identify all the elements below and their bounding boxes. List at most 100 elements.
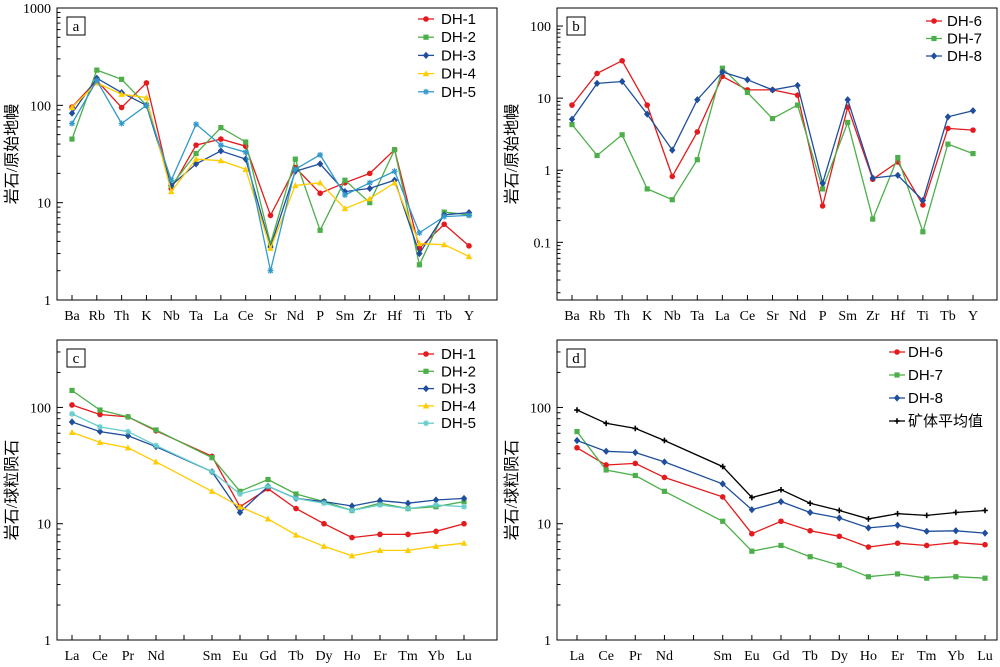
legend: DH-1DH-2DH-3DH-4DH-5 (418, 11, 476, 101)
x-tick-label: Tb (802, 649, 818, 664)
x-tick-label: Pr (629, 649, 642, 664)
legend-marker (930, 52, 938, 60)
legend-marker (423, 88, 429, 95)
data-point (749, 494, 755, 501)
data-point (603, 467, 609, 473)
legend-label: DH-4 (441, 66, 476, 83)
series-line (571, 59, 974, 207)
data-point (466, 212, 472, 219)
data-point (719, 68, 726, 76)
data-point (321, 520, 327, 527)
data-point (316, 179, 324, 186)
x-tick-label: Eu (744, 649, 760, 664)
data-point (377, 531, 383, 538)
data-point (669, 197, 675, 203)
data-point (894, 510, 901, 517)
x-tick-label: Ce (740, 309, 756, 324)
data-point (694, 96, 701, 104)
panel-c: 1 10 100 La Ce Pr Nd Sm Eu Gd Tb Dy Ho Er Tm Yb Lu 岩石/球粒陨… (3, 339, 498, 664)
data-point (376, 546, 384, 553)
data-point (865, 544, 872, 550)
data-point (376, 497, 384, 505)
data-point (316, 160, 324, 168)
data-point (317, 151, 324, 158)
data-point (348, 502, 356, 510)
data-point (143, 80, 150, 86)
plot-frame (56, 7, 498, 301)
panel-letter: d (572, 351, 580, 367)
series-DH-2 (69, 67, 472, 268)
data-point (461, 520, 467, 527)
data-point (574, 407, 580, 413)
series-DH-8 (573, 436, 989, 537)
data-point (97, 411, 103, 418)
data-point (870, 216, 876, 222)
data-point (69, 120, 75, 127)
legend-marker (423, 351, 429, 357)
data-point (93, 77, 100, 84)
data-point (267, 212, 274, 219)
data-point (719, 480, 726, 488)
legend-label: DH-2 (441, 363, 476, 380)
x-tick-label: P (819, 309, 827, 324)
data-point (619, 57, 625, 64)
data-point (236, 503, 244, 510)
legend-marker (893, 394, 901, 402)
y-axis-label: 岩石/原始地幔 (503, 104, 521, 204)
y-tick-label: 1 (544, 164, 551, 179)
data-point (460, 494, 468, 503)
x-tick-label: Ba (64, 309, 80, 324)
data-point (349, 507, 355, 514)
data-point (208, 487, 216, 494)
data-point (669, 146, 676, 154)
y-tick-label: 100 (30, 99, 51, 114)
x-tick-label: Ce (92, 649, 108, 664)
data-point (953, 509, 959, 516)
data-point (920, 229, 926, 235)
data-point (433, 528, 439, 535)
legend: DH-1DH-2DH-3DH-4DH-5 (418, 346, 476, 432)
data-point (119, 76, 125, 82)
data-point (432, 496, 440, 504)
x-tick-label: Tb (436, 309, 452, 324)
data-point (895, 154, 901, 161)
data-point (981, 529, 989, 537)
data-point (807, 527, 813, 534)
data-point (836, 507, 843, 514)
x-tick-label: Sm (838, 309, 857, 324)
data-point (341, 191, 348, 198)
x-tick-label: Tb (288, 649, 304, 664)
x-tick-label: Er (373, 649, 387, 664)
data-point (242, 165, 249, 172)
data-point (719, 463, 726, 470)
series-矿体平均值 (574, 407, 988, 522)
data-point (569, 102, 575, 108)
legend: DH-6 DH-7 DH-8 矿体平均值 (889, 344, 983, 430)
legend-marker (423, 34, 429, 40)
legend-marker (894, 349, 900, 355)
data-point (603, 462, 609, 468)
data-point (68, 109, 76, 117)
data-point (568, 115, 576, 123)
legend-label: DH-3 (441, 381, 476, 398)
y-axis-label: 岩石/原始地幔 (3, 104, 21, 204)
data-point (317, 227, 323, 233)
x-tick-label: La (570, 649, 586, 664)
data-point (317, 190, 323, 197)
data-point (391, 179, 398, 186)
legend-marker (423, 368, 429, 374)
data-point (749, 548, 755, 554)
series-DH-7 (569, 65, 976, 235)
legend-label: DH-4 (441, 398, 476, 415)
plot-frame (556, 7, 998, 301)
legend-marker (422, 402, 430, 409)
panel-letter-box (66, 16, 86, 36)
data-point (894, 171, 902, 179)
data-point (806, 508, 814, 517)
data-point (819, 203, 826, 209)
data-point (125, 414, 131, 420)
x-tick-label: Hf (387, 309, 402, 324)
data-point (94, 67, 100, 73)
data-point (432, 542, 440, 549)
data-point (894, 571, 901, 577)
